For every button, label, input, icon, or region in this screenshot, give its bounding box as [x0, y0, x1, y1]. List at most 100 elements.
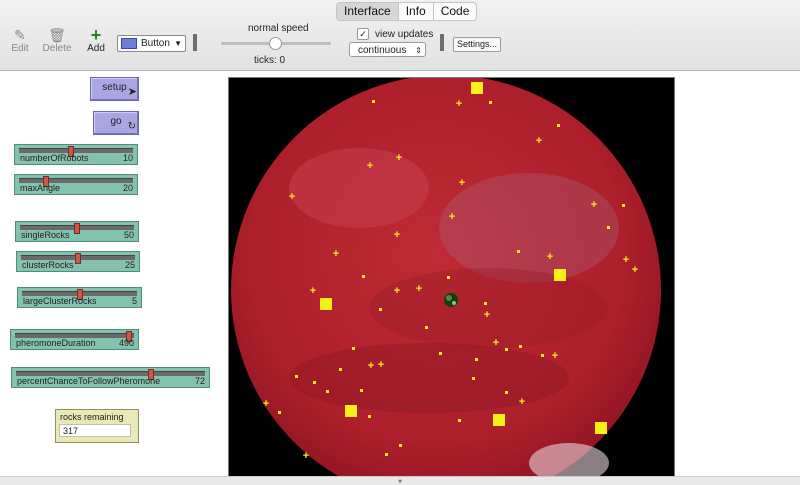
slider-thumb[interactable] [76, 289, 83, 300]
rock: + [368, 360, 374, 372]
slider-maxAngle[interactable]: maxAngle 20 [14, 174, 138, 195]
edit-label: Edit [11, 43, 29, 54]
rock: + [536, 135, 542, 147]
tab-interface[interactable]: Interface [337, 3, 399, 20]
rock [475, 358, 478, 361]
speed-slider-thumb[interactable] [269, 37, 282, 50]
rock-cluster [320, 298, 332, 310]
rock [622, 204, 625, 207]
slider-name: clusterRocks [22, 260, 74, 270]
horizontal-scrollbar[interactable]: ● [0, 476, 800, 485]
rocks-layer: ++++++++++++++++++++++++ [263, 82, 638, 462]
tab-info[interactable]: Info [399, 3, 434, 20]
rock [368, 415, 371, 418]
rock [295, 375, 298, 378]
rock [339, 368, 342, 371]
rock: + [552, 350, 558, 362]
rock [519, 345, 522, 348]
rock: + [394, 229, 400, 241]
view-updates-toggle[interactable]: ✓ view updates [357, 28, 433, 40]
toolbar-divider-2 [440, 34, 444, 51]
monitor-value: 317 [59, 424, 131, 437]
rock [447, 276, 450, 279]
interface-panel: setup ➤ go ↻ numberOfRobots 10 maxAngle … [0, 71, 800, 484]
add-button[interactable]: + Add [76, 25, 116, 54]
slider-value: 5 [131, 296, 137, 306]
slider-track[interactable] [19, 178, 133, 183]
slider-thumb[interactable] [74, 223, 80, 234]
mars-terrain [289, 148, 429, 228]
updown-arrows-icon: ⇕ [415, 46, 422, 55]
go-button[interactable]: go ↻ [93, 111, 139, 135]
rock: + [303, 450, 309, 462]
rock-cluster [595, 422, 607, 434]
ticks-counter: ticks: 0 [254, 55, 286, 66]
slider-thumb[interactable] [67, 146, 74, 157]
rock-cluster [554, 269, 566, 281]
slider-pheromoneDuration[interactable]: pheromoneDuration 490 [10, 329, 139, 350]
rock: + [396, 152, 402, 164]
plus-icon: + [90, 25, 102, 45]
mars-terrain [529, 443, 609, 483]
rock: + [310, 285, 316, 297]
slider-largeClusterRocks[interactable]: largeClusterRocks 5 [17, 287, 142, 308]
slider-percentChanceToFollowPheromone[interactable]: percentChanceToFollowPheromone 72 [11, 367, 210, 388]
view-updates-label: view updates [375, 28, 434, 40]
slider-name: percentChanceToFollowPheromone [17, 376, 161, 386]
slider-name: numberOfRobots [20, 153, 89, 163]
widget-type-select[interactable]: Button ▼ [117, 35, 186, 52]
world-view[interactable]: + + + + + + + + + + + + + + + + + + + + + + + + [228, 77, 675, 484]
rock: + [484, 309, 490, 321]
slider-thumb[interactable] [125, 331, 132, 342]
rock [439, 352, 442, 355]
tab-bar: Interface Info Code [336, 2, 478, 21]
setup-button[interactable]: setup ➤ [90, 77, 139, 101]
go-label: go [110, 116, 122, 127]
mars-terrain [369, 268, 609, 348]
slider-track[interactable] [15, 333, 134, 338]
rock: + [591, 199, 597, 211]
setup-label: setup [102, 82, 127, 93]
slider-clusterRocks[interactable]: clusterRocks 25 [16, 251, 140, 272]
slider-name: singleRocks [21, 230, 70, 240]
tab-code[interactable]: Code [440, 4, 470, 18]
delete-button[interactable]: 🗑 Delete [37, 27, 77, 54]
rock: + [456, 98, 462, 110]
rock: + [394, 285, 400, 297]
slider-track[interactable] [16, 371, 205, 376]
rock [505, 348, 508, 351]
checkbox-checked-icon[interactable]: ✓ [357, 28, 369, 40]
chevron-down-icon: ▼ [174, 39, 182, 48]
slider-thumb[interactable] [42, 176, 49, 187]
rock: + [289, 191, 295, 203]
button-widget-icon [121, 38, 137, 49]
slider-track[interactable] [19, 148, 133, 153]
slider-name: largeClusterRocks [23, 296, 97, 306]
rock [278, 411, 281, 414]
rock [489, 101, 492, 104]
update-mode-value: continuous [358, 45, 407, 56]
slider-numberOfRobots[interactable]: numberOfRobots 10 [14, 144, 138, 165]
rock [385, 453, 388, 456]
rock [313, 381, 316, 384]
rock: + [547, 251, 553, 263]
slider-thumb[interactable] [75, 253, 81, 264]
rocks-remaining-monitor: rocks remaining 317 [55, 409, 139, 443]
rock: + [416, 283, 422, 295]
rock [517, 250, 520, 253]
slider-name: pheromoneDuration [16, 338, 96, 348]
rock [379, 308, 382, 311]
settings-button[interactable]: Settings... [453, 37, 501, 52]
rock: + [623, 254, 629, 266]
rock: + [449, 211, 455, 223]
rock: + [367, 160, 373, 172]
mars-terrain [289, 343, 569, 413]
rock-cluster [493, 414, 505, 426]
slider-singleRocks[interactable]: singleRocks 50 [15, 221, 139, 242]
slider-value: 50 [123, 230, 134, 240]
toolbar-divider [193, 34, 197, 51]
slider-thumb[interactable] [147, 369, 154, 380]
update-mode-select[interactable]: continuous ⇕ [349, 42, 426, 57]
edit-button[interactable]: ✎ Edit [0, 27, 40, 54]
slider-value: 72 [194, 376, 205, 386]
